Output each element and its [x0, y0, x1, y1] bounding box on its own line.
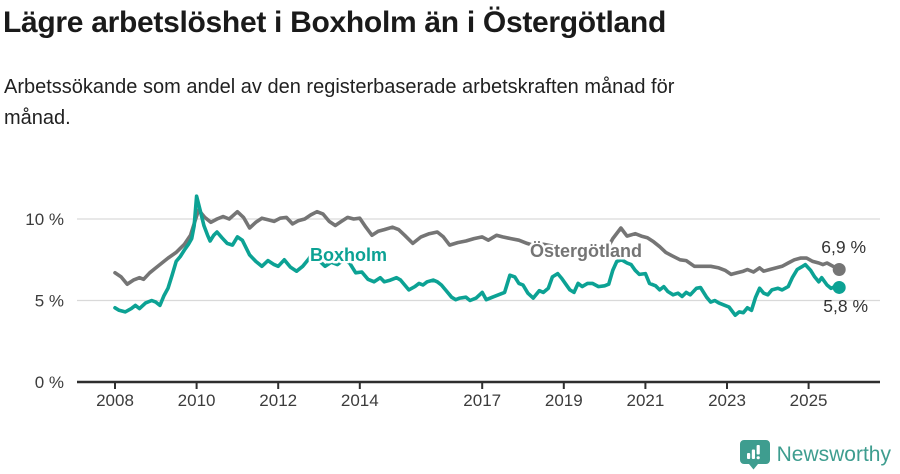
x-tick-label: 2025	[790, 391, 828, 410]
newsworthy-brand-link[interactable]: Newsworthy	[739, 439, 891, 470]
series-end-dot-östergötland	[832, 263, 846, 277]
series-lines	[113, 194, 842, 318]
x-tick-label: 2012	[259, 391, 297, 410]
y-tick-label: 5 %	[35, 292, 64, 311]
series-line-boxholm	[113, 194, 842, 318]
x-tick-label: 2017	[463, 391, 501, 410]
series-label-boxholm: Boxholm	[310, 245, 387, 265]
chart-subtitle-line2: månad.	[4, 107, 71, 129]
series-end-dot-boxholm	[832, 280, 846, 294]
chart-title: Lägre arbetslöshet i Boxholm än i Österg…	[3, 6, 666, 39]
y-gridlines	[77, 218, 880, 302]
x-tick-label: 2008	[96, 391, 134, 410]
series-end-value-labels: 6,9 % 5,8 %	[821, 237, 868, 316]
y-tick-label: 0 %	[35, 373, 64, 392]
newsworthy-wordmark: Newsworthy	[776, 442, 891, 466]
newsworthy-logo-icon	[739, 440, 770, 470]
y-axis-tick-labels: 0 % 5 % 10 %	[25, 210, 64, 392]
end-value-label-boxholm: 5,8 %	[823, 296, 868, 316]
x-tick-label: 2023	[708, 391, 746, 410]
x-axis-tick-labels: 2008 2010 2012 2014 2017 2019 2021 2023 2025	[96, 391, 827, 410]
x-tick-label: 2014	[341, 391, 379, 410]
series-label-östergötland: Östergötland	[530, 241, 642, 261]
series-end-dots	[832, 263, 846, 294]
x-axis	[77, 380, 880, 389]
end-value-label-östergötland: 6,9 %	[821, 237, 866, 257]
x-tick-label: 2019	[545, 391, 583, 410]
series-name-labels: Östergötland Boxholm	[308, 239, 645, 268]
series-line-östergötland	[113, 208, 842, 287]
y-tick-label: 10 %	[25, 210, 64, 229]
chart-subtitle: Arbetssökande som andel av den registerb…	[4, 72, 674, 134]
x-tick-label: 2021	[626, 391, 664, 410]
chart-subtitle-line1: Arbetssökande som andel av den registerb…	[4, 76, 675, 98]
x-tick-label: 2010	[178, 391, 216, 410]
